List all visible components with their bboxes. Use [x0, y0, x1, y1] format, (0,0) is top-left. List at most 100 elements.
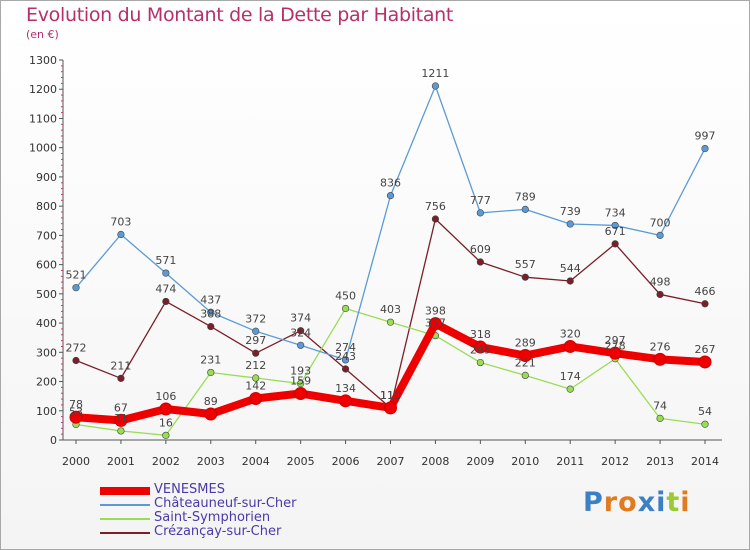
x-tick-label: 2014 — [691, 455, 719, 468]
data-label: 110 — [380, 389, 401, 402]
x-tick-label: 2006 — [332, 455, 360, 468]
data-point — [611, 221, 619, 230]
data-label: 289 — [515, 337, 536, 350]
y-tick-label: 1100 — [29, 112, 57, 125]
logo-letter: x — [637, 487, 657, 518]
data-label: 789 — [515, 190, 536, 203]
y-tick-label: 1000 — [29, 142, 57, 155]
data-label: 671 — [605, 225, 626, 238]
data-label: 466 — [695, 285, 716, 298]
logo-letter: i — [680, 487, 691, 518]
data-label: 31 — [114, 412, 128, 425]
data-label: 276 — [650, 340, 671, 353]
data-point — [294, 387, 308, 401]
data-label: 74 — [653, 399, 667, 412]
data-point — [386, 192, 395, 200]
data-point — [431, 82, 440, 90]
data-label: 265 — [470, 344, 491, 357]
data-point — [117, 374, 125, 382]
y-tick-label: 100 — [36, 405, 57, 418]
data-point — [72, 284, 80, 292]
data-point — [476, 258, 484, 266]
x-tick-label: 2005 — [287, 455, 315, 468]
data-label: 318 — [470, 328, 491, 341]
data-point — [656, 231, 664, 239]
data-point — [249, 391, 263, 405]
data-label: 78 — [69, 398, 83, 411]
data-point — [72, 356, 80, 365]
data-point — [297, 379, 305, 388]
data-label: 388 — [200, 308, 221, 321]
data-point — [608, 346, 622, 360]
data-label: 320 — [560, 327, 581, 340]
x-tick-label: 2004 — [242, 455, 270, 468]
data-point — [341, 365, 350, 373]
legend-label: Saint-Symphorien — [154, 510, 271, 525]
data-point — [566, 385, 574, 393]
legend-label: VENESMES — [154, 482, 225, 497]
data-label: 474 — [155, 282, 176, 295]
data-point — [207, 368, 215, 377]
y-tick-label: 0 — [50, 434, 57, 447]
data-point — [521, 371, 529, 380]
x-tick-label: 2010 — [511, 455, 539, 468]
data-label: 756 — [425, 200, 446, 213]
data-point — [701, 300, 709, 308]
data-label: 272 — [66, 341, 87, 354]
data-point — [701, 420, 709, 428]
data-label: 374 — [290, 312, 311, 325]
data-label: 211 — [110, 359, 131, 372]
data-label: 324 — [290, 326, 311, 339]
data-label: 174 — [560, 370, 581, 383]
logo-letter: P — [583, 487, 604, 518]
data-point — [252, 327, 260, 335]
data-label: 739 — [560, 205, 581, 218]
y-tick-label: 1300 — [29, 54, 57, 67]
chart-title: Evolution du Montant de la Dette par Hab… — [26, 4, 454, 26]
data-label: 571 — [155, 254, 176, 267]
data-label: 67 — [114, 401, 128, 414]
data-point — [566, 277, 574, 285]
x-tick-label: 2007 — [377, 455, 405, 468]
data-point — [117, 230, 125, 239]
data-label: 1211 — [421, 67, 449, 80]
y-tick-label: 500 — [36, 288, 57, 301]
x-tick-label: 2000 — [62, 455, 90, 468]
data-label: 498 — [650, 275, 671, 288]
y-tick-label: 800 — [36, 200, 57, 213]
y-tick-label: 600 — [36, 259, 57, 272]
data-label: 89 — [204, 395, 218, 408]
data-label: 836 — [380, 177, 401, 190]
y-tick-label: 700 — [36, 229, 57, 242]
data-label: 231 — [200, 353, 221, 366]
data-label: 267 — [695, 343, 716, 356]
data-label: 557 — [515, 258, 536, 271]
legend-item: Saint-Symphorien — [100, 510, 360, 526]
data-point — [476, 209, 484, 217]
data-label: 703 — [110, 216, 131, 229]
data-point — [297, 327, 305, 335]
data-point — [162, 297, 170, 306]
data-point — [114, 413, 128, 427]
data-point — [521, 205, 529, 213]
data-label: 106 — [155, 390, 176, 403]
data-label: 777 — [470, 194, 491, 207]
y-tick-label: 900 — [36, 171, 57, 184]
x-tick-label: 2002 — [152, 455, 180, 468]
data-label: 243 — [335, 350, 356, 363]
legend-label: Crézançay-sur-Cher — [154, 524, 282, 539]
legend-item: Crézançay-sur-Cher — [100, 524, 360, 540]
data-point — [428, 317, 442, 331]
data-point — [701, 144, 709, 153]
data-point — [518, 349, 532, 363]
data-point — [656, 414, 664, 422]
logo-letter: r — [603, 487, 619, 518]
data-label: 544 — [560, 262, 581, 275]
data-point — [656, 290, 664, 299]
data-label: 297 — [605, 334, 626, 347]
data-point — [473, 340, 487, 354]
data-point — [252, 374, 260, 382]
x-tick-label: 2003 — [197, 455, 225, 468]
data-label: 997 — [695, 130, 716, 143]
data-label: 450 — [335, 289, 356, 302]
